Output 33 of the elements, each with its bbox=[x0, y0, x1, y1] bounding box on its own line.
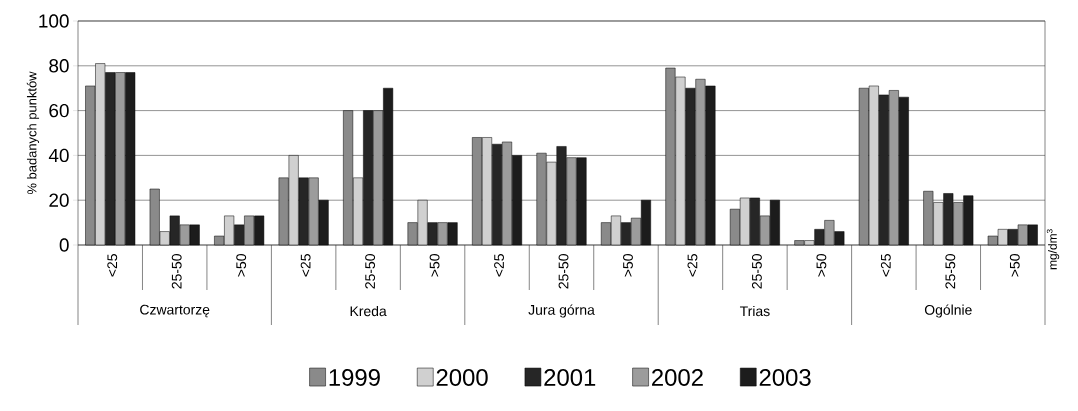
legend-label: 2001 bbox=[544, 368, 596, 386]
y-tick-label: 100 bbox=[39, 14, 69, 28]
x-tick-label: <25 bbox=[300, 254, 311, 277]
x-tick-label: <25 bbox=[880, 254, 891, 277]
text: Jura górna bbox=[528, 304, 595, 318]
x-tick-label: 25-50 bbox=[365, 254, 376, 289]
y-tick-label: 40 bbox=[48, 148, 69, 163]
x-tick-label: 25-50 bbox=[751, 254, 762, 289]
y-axis-title: % badanych punktów bbox=[26, 71, 40, 195]
x-tick-label: 25-50 bbox=[171, 254, 182, 289]
legend-label: 2003 bbox=[759, 368, 811, 386]
y-tick-label: 20 bbox=[49, 193, 69, 207]
x-tick-label: <25 bbox=[494, 254, 504, 277]
x-tick-label: >50 bbox=[816, 254, 827, 277]
legend-label: 2002 bbox=[652, 368, 703, 386]
x-tick-label: <25 bbox=[107, 254, 118, 277]
x-tick-label: >50 bbox=[236, 254, 247, 277]
text: Trias bbox=[739, 305, 770, 317]
y-tick-label: 80 bbox=[49, 59, 69, 73]
y-tick-label: 60 bbox=[49, 103, 69, 118]
x-tick-label: 25-50 bbox=[558, 254, 569, 289]
x-tick-label: >50 bbox=[623, 254, 633, 277]
legend-label: 1999 bbox=[329, 368, 380, 386]
text: Kreda bbox=[350, 305, 387, 317]
text: Czwartorzę bbox=[140, 304, 210, 318]
x-tick-label: 25-50 bbox=[945, 254, 956, 289]
text: Ogólnie bbox=[924, 304, 972, 318]
x-tick-label: <25 bbox=[687, 254, 698, 277]
text: mg/dm$^{3}$ bbox=[1046, 229, 1060, 270]
x-tick-label: >50 bbox=[429, 254, 440, 277]
x-tick-label: >50 bbox=[1009, 254, 1020, 277]
legend-label: 2000 bbox=[436, 368, 488, 386]
y-tick-label: 0 bbox=[59, 238, 69, 252]
